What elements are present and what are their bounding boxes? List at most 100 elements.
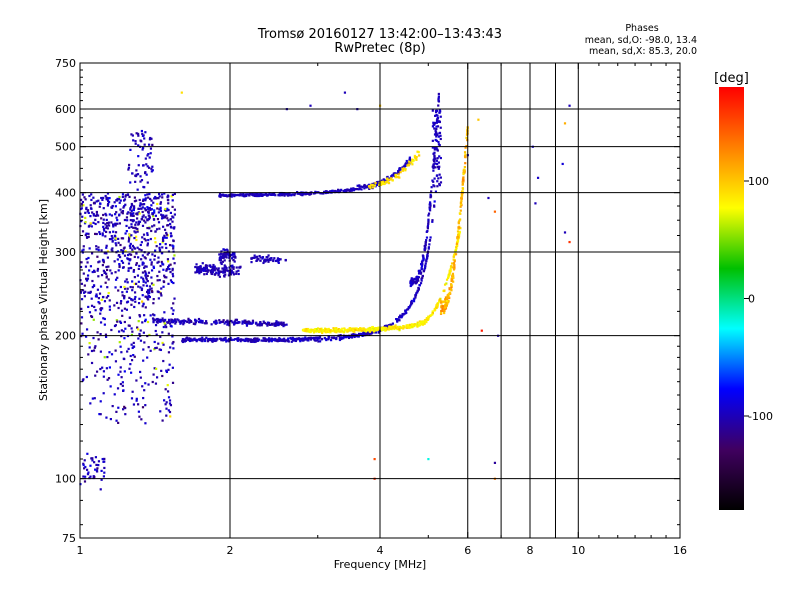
data-point bbox=[159, 348, 163, 352]
colorbar-label: [deg] bbox=[714, 71, 749, 86]
data-point bbox=[398, 319, 401, 322]
data-point bbox=[144, 295, 147, 298]
data-point bbox=[430, 190, 433, 193]
data-point bbox=[361, 185, 364, 189]
data-point bbox=[128, 296, 131, 299]
data-point bbox=[163, 192, 166, 195]
data-point bbox=[114, 324, 117, 327]
data-point bbox=[148, 285, 152, 288]
data-point bbox=[87, 305, 90, 309]
data-point bbox=[105, 218, 108, 222]
data-point bbox=[466, 132, 469, 135]
data-point bbox=[396, 318, 399, 321]
data-point bbox=[194, 271, 197, 274]
data-point bbox=[377, 182, 380, 185]
data-point bbox=[164, 323, 167, 326]
data-point bbox=[141, 132, 144, 135]
data-point bbox=[374, 331, 378, 334]
data-point bbox=[222, 248, 225, 251]
data-point bbox=[148, 290, 151, 293]
data-point bbox=[123, 370, 126, 373]
data-point bbox=[450, 265, 453, 268]
data-point bbox=[151, 169, 154, 172]
data-point bbox=[344, 336, 348, 339]
data-point bbox=[443, 300, 446, 303]
data-point bbox=[79, 265, 83, 269]
data-point bbox=[165, 214, 168, 217]
data-point bbox=[180, 91, 183, 94]
data-point bbox=[371, 186, 375, 189]
data-point bbox=[103, 229, 106, 232]
data-point bbox=[239, 265, 242, 268]
data-point bbox=[80, 322, 83, 325]
data-point bbox=[146, 206, 149, 209]
data-point bbox=[398, 329, 401, 332]
data-point bbox=[137, 320, 140, 323]
data-point bbox=[81, 332, 84, 335]
data-point bbox=[261, 194, 264, 197]
data-point bbox=[164, 388, 167, 391]
data-point bbox=[114, 360, 118, 363]
data-point bbox=[135, 212, 138, 215]
data-point bbox=[154, 241, 157, 244]
data-point bbox=[244, 193, 248, 196]
data-point bbox=[116, 218, 119, 222]
data-point bbox=[276, 322, 280, 325]
data-point bbox=[263, 258, 267, 261]
data-point bbox=[221, 267, 224, 270]
data-point bbox=[205, 272, 208, 276]
data-point bbox=[346, 335, 350, 338]
data-point bbox=[80, 261, 83, 264]
data-point bbox=[393, 325, 396, 328]
data-point bbox=[184, 339, 187, 342]
data-point bbox=[118, 265, 121, 269]
data-point bbox=[161, 319, 165, 322]
data-point bbox=[154, 382, 158, 385]
data-point bbox=[287, 339, 290, 343]
data-point bbox=[105, 416, 108, 419]
data-point bbox=[411, 163, 414, 166]
data-point bbox=[367, 329, 370, 332]
data-point bbox=[85, 207, 88, 211]
data-point bbox=[346, 329, 349, 332]
data-point bbox=[115, 216, 118, 219]
data-point bbox=[88, 342, 91, 345]
data-point bbox=[258, 322, 262, 325]
data-point bbox=[144, 209, 147, 212]
data-point bbox=[464, 162, 467, 165]
data-point bbox=[403, 164, 406, 167]
data-point bbox=[222, 319, 225, 322]
data-point bbox=[124, 250, 127, 253]
data-point bbox=[94, 214, 97, 217]
y-tick-label: 200 bbox=[55, 330, 76, 343]
data-point bbox=[105, 272, 108, 275]
data-point bbox=[105, 367, 108, 370]
data-point bbox=[208, 264, 211, 267]
data-point bbox=[135, 397, 138, 400]
data-point bbox=[313, 337, 316, 341]
data-point bbox=[284, 259, 287, 262]
data-point bbox=[130, 209, 133, 213]
data-point bbox=[151, 313, 155, 316]
data-point bbox=[116, 197, 119, 201]
data-point bbox=[144, 404, 147, 407]
data-point bbox=[419, 323, 422, 326]
data-point bbox=[364, 184, 367, 188]
data-point bbox=[140, 207, 143, 210]
data-point bbox=[220, 262, 223, 266]
data-point bbox=[129, 285, 132, 289]
data-point bbox=[335, 190, 338, 193]
data-point bbox=[99, 400, 102, 403]
data-point bbox=[115, 301, 119, 304]
data-point bbox=[433, 309, 436, 312]
data-point bbox=[202, 266, 206, 269]
data-point bbox=[133, 206, 136, 210]
data-point bbox=[435, 174, 439, 177]
data-point bbox=[96, 331, 99, 334]
data-point bbox=[170, 307, 173, 310]
data-point bbox=[427, 246, 431, 249]
data-point bbox=[283, 194, 286, 197]
data-point bbox=[435, 127, 438, 131]
data-point bbox=[251, 319, 255, 322]
data-point bbox=[183, 339, 186, 342]
